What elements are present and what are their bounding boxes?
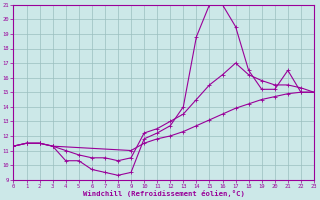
X-axis label: Windchill (Refroidissement éolien,°C): Windchill (Refroidissement éolien,°C) — [83, 190, 245, 197]
